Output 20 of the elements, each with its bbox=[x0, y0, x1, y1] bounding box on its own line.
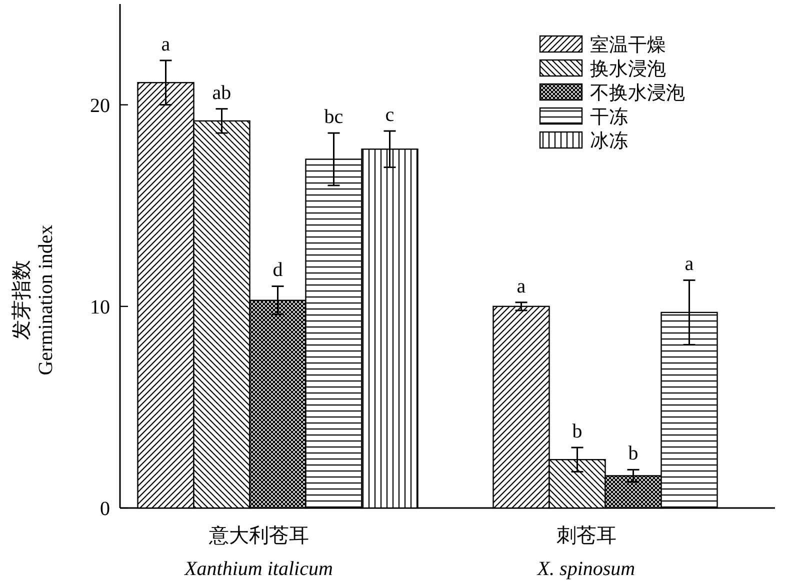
y-axis-title: 发芽指数 Germination index bbox=[11, 224, 57, 376]
x-tick-label: 刺苍耳 X. spinosum bbox=[536, 525, 636, 580]
legend-label: 室温干燥 bbox=[590, 34, 666, 56]
data-label: a bbox=[684, 253, 694, 276]
data-label: bc bbox=[324, 106, 344, 128]
legend-label: 换水浸泡 bbox=[590, 59, 666, 80]
data-label: a bbox=[516, 275, 526, 298]
data-label: c bbox=[385, 104, 394, 126]
legend-label: 干冻 bbox=[590, 107, 628, 128]
data-label: ab bbox=[212, 82, 232, 104]
data-label: d bbox=[272, 259, 283, 282]
data-label: b bbox=[628, 442, 638, 465]
y-tick-label: 20 bbox=[90, 94, 110, 117]
legend-label: 不换水浸泡 bbox=[590, 83, 685, 104]
data-label: a bbox=[161, 33, 170, 56]
data-label: b bbox=[572, 420, 582, 443]
y-tick-label: 10 bbox=[90, 296, 110, 318]
y-tick-label: 0 bbox=[100, 498, 110, 520]
x-tick-label: 意大利苍耳 Xanthium italicum bbox=[184, 525, 333, 580]
legend-label: 冰冻 bbox=[590, 131, 628, 152]
